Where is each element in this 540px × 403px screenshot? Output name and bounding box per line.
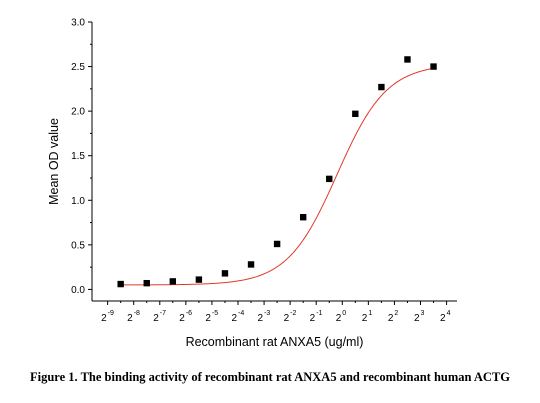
y-tick-label: 2.0 [71,107,85,118]
x-tick-exponent: 1 [368,310,372,317]
x-tick-label: 2 [153,313,159,324]
fit-curve-layer [118,67,437,286]
x-axis-title: Recombinant rat ANXA5 (ug/ml) [186,335,364,349]
data-point [169,278,177,285]
x-tick-label: 2 [362,313,368,324]
x-tick-exponent: -5 [212,310,218,317]
figure-caption: Figure 1. The binding activity of recomb… [29,370,511,384]
x-tick-exponent: 3 [421,310,425,317]
x-tick-exponent: -7 [160,310,166,317]
y-tick-label: 0.0 [71,285,85,296]
y-tick-label: 0.5 [71,240,85,251]
x-tick-exponent: 0 [342,310,346,317]
data-point [117,280,124,288]
x-tick-exponent: 2 [394,310,398,317]
data-point [352,110,359,118]
x-tick-exponent: -9 [108,310,114,317]
x-tick-exponent: -6 [186,310,192,317]
x-tick-exponent: -8 [134,310,140,317]
data-point [195,276,203,283]
x-tick-label: 2 [127,313,133,324]
data-point [378,83,385,91]
data-point [430,63,437,70]
y-tick-label: 1.0 [71,196,85,207]
y-axis-title: Mean OD value [47,118,61,205]
x-tick-exponent: -2 [290,310,296,317]
data-point [326,175,333,183]
data-points [117,56,437,288]
y-tick-label: 3.0 [71,18,85,29]
x-tick-label: 2 [231,313,237,324]
x-tick-label: 2 [310,313,316,324]
data-point [221,270,229,277]
data-point [247,261,255,268]
y-tick-label: 2.5 [71,62,85,73]
data-point [273,240,281,248]
x-tick-exponent: -3 [264,310,270,317]
x-tick-label: 2 [101,313,107,324]
x-tick-exponent: 4 [447,310,451,317]
x-tick-label: 2 [205,313,211,324]
y-tick-label: 1.5 [71,151,85,162]
fit-curve [118,67,437,286]
x-tick-label: 2 [284,313,290,324]
data-point [143,279,150,287]
axes: 0.00.51.01.52.02.53.02 -9 2 -8 2 -7 2 -6 2 -5 2 -4 2… [71,18,457,324]
chart: 0.00.51.01.52.02.53.02 -9 2 -8 2 -7 2 -6 2 -5 2 -4 2… [47,18,457,349]
data-point [299,214,307,221]
x-tick-label: 2 [414,313,420,324]
x-tick-exponent: -1 [316,310,322,317]
x-tick-label: 2 [336,313,342,324]
x-tick-label: 2 [258,313,264,324]
x-tick-exponent: -4 [238,310,244,317]
data-point [404,56,411,63]
x-tick-label: 2 [179,313,185,324]
x-tick-label: 2 [440,313,446,324]
x-tick-label: 2 [388,313,394,324]
